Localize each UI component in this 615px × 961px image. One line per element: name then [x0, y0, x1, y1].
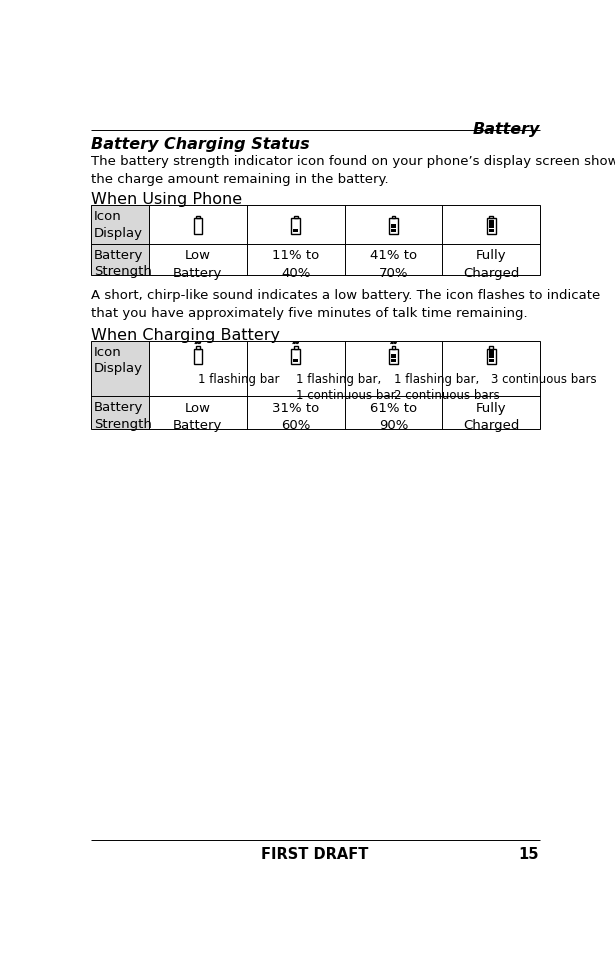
Bar [194, 219, 202, 234]
Bar [489, 225, 494, 229]
Bar [294, 217, 298, 219]
Bar [487, 219, 496, 234]
Bar [391, 225, 396, 229]
Bar [196, 217, 200, 219]
Bar [389, 349, 398, 364]
Bar [194, 349, 202, 364]
Bar [391, 359, 396, 363]
Text: A short, chirp-like sound indicates a low battery. The icon flashes to indicate
: A short, chirp-like sound indicates a lo… [91, 289, 600, 320]
Bar [489, 359, 494, 363]
Text: Low
Battery: Low Battery [173, 249, 223, 280]
Text: Low
Battery: Low Battery [173, 402, 223, 431]
Bar [487, 349, 496, 364]
Text: 1 flashing bar: 1 flashing bar [198, 372, 279, 385]
Text: 41% to
70%: 41% to 70% [370, 249, 417, 280]
Text: Fully
Charged: Fully Charged [463, 402, 520, 431]
Bar [293, 359, 298, 363]
Text: 1 flashing bar,
2 continuous bars: 1 flashing bar, 2 continuous bars [394, 372, 499, 402]
Text: When Using Phone: When Using Phone [91, 192, 242, 208]
Text: FIRST DRAFT: FIRST DRAFT [261, 846, 368, 861]
Text: Battery
Strength: Battery Strength [94, 248, 152, 278]
Bar [489, 351, 494, 355]
Bar [392, 347, 395, 349]
Text: Battery Charging Status: Battery Charging Status [91, 136, 309, 152]
Text: 15: 15 [518, 846, 539, 861]
Text: Battery
Strength: Battery Strength [94, 401, 152, 431]
Bar [294, 347, 298, 349]
Bar [490, 217, 493, 219]
Text: When Charging Battery: When Charging Battery [91, 328, 280, 343]
Bar [91, 341, 541, 430]
Bar [489, 221, 494, 224]
Text: 11% to
40%: 11% to 40% [272, 249, 319, 280]
Text: Icon
Display: Icon Display [94, 345, 143, 375]
Bar [489, 230, 494, 233]
Bar [292, 219, 300, 234]
Bar [91, 206, 541, 275]
Bar [91, 341, 149, 430]
Bar [391, 355, 396, 358]
Text: Battery: Battery [473, 121, 541, 136]
Text: 61% to
90%: 61% to 90% [370, 402, 417, 431]
Text: 31% to
60%: 31% to 60% [272, 402, 319, 431]
Bar [389, 219, 398, 234]
Text: 3 continuous bars: 3 continuous bars [491, 372, 597, 385]
Bar [292, 349, 300, 364]
Bar [490, 347, 493, 349]
Bar [91, 206, 149, 275]
Text: Icon
Display: Icon Display [94, 209, 143, 239]
Text: The battery strength indicator icon found on your phone’s display screen shows
t: The battery strength indicator icon foun… [91, 156, 615, 185]
Bar [391, 230, 396, 233]
Bar [489, 355, 494, 358]
Bar [293, 230, 298, 233]
Text: 1 flashing bar,
1 continuous bar: 1 flashing bar, 1 continuous bar [296, 372, 395, 402]
Bar [196, 347, 200, 349]
Text: Fully
Charged: Fully Charged [463, 249, 520, 280]
Bar [392, 217, 395, 219]
